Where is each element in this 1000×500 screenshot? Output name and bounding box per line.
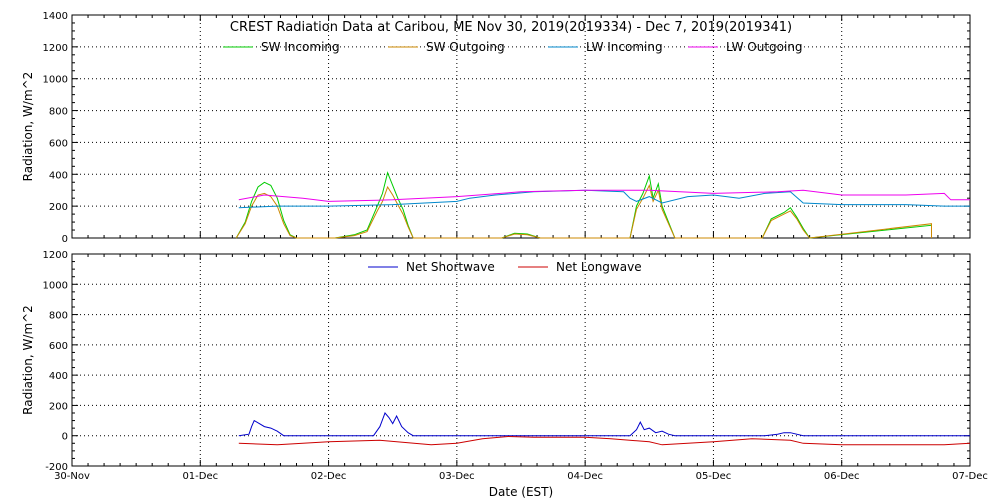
legend-label: LW Incoming: [586, 40, 663, 54]
y-tick-label: 600: [49, 341, 68, 352]
series-line-sw-outgoing: [235, 183, 932, 239]
y-axis-label: Radiation, W/m^2: [21, 72, 35, 182]
y-tick-label: 1000: [43, 280, 68, 291]
x-tick-label: 05-Dec: [696, 471, 732, 482]
legend-label: SW Outgoing: [426, 40, 505, 54]
y-tick-label: 1200: [43, 250, 68, 261]
series-line-lw-outgoing: [238, 189, 970, 202]
x-tick-label: 01-Dec: [182, 471, 218, 482]
x-tick-label: 03-Dec: [439, 471, 475, 482]
y-tick-label: 1400: [43, 11, 68, 22]
bottom-panel: -200 0 200 400 600 800 1000 1200 Radiation, W/m^…: [21, 250, 988, 499]
y-tick-label: 200: [49, 401, 68, 412]
y-tick-label: 200: [49, 202, 68, 213]
top-panel: 0 200 400 600 800 1000 1200 1400 Radiation, W/m^…: [21, 11, 971, 245]
y-tick-label: 600: [49, 138, 68, 149]
y-tick-label: 1200: [43, 43, 68, 54]
series-line-net-longwave: [238, 435, 971, 446]
legend-label: Net Longwave: [556, 260, 642, 274]
y-tick-label: 400: [49, 170, 68, 181]
series-line-lw-incoming: [238, 189, 970, 209]
y-tick-label: 800: [49, 311, 68, 322]
x-tick-label: 07-Dec: [952, 471, 988, 482]
x-tick-label: 02-Dec: [311, 471, 347, 482]
y-tick-label: 800: [49, 107, 68, 118]
plot-frame: [71, 253, 971, 467]
x-tick-label: 30-Nov: [54, 471, 90, 482]
y-tick-label: -200: [45, 462, 68, 473]
legend-label: SW Incoming: [261, 40, 340, 54]
y-axis-label: Radiation, W/m^2: [21, 305, 35, 415]
x-axis-label: Date (EST): [489, 485, 553, 499]
y-tick-label: 0: [62, 432, 68, 443]
y-tick-label: 0: [62, 234, 68, 245]
chart-title: CREST Radiation Data at Caribou, ME Nov …: [230, 20, 792, 35]
x-tick-label: 06-Dec: [824, 471, 860, 482]
legend-label: LW Outgoing: [726, 40, 803, 54]
y-tick-label: 400: [49, 371, 68, 382]
legend-label: Net Shortwave: [406, 260, 495, 274]
series-line-net-shortwave: [238, 412, 970, 437]
y-tick-label: 1000: [43, 75, 68, 86]
x-tick-label: 04-Dec: [567, 471, 603, 482]
